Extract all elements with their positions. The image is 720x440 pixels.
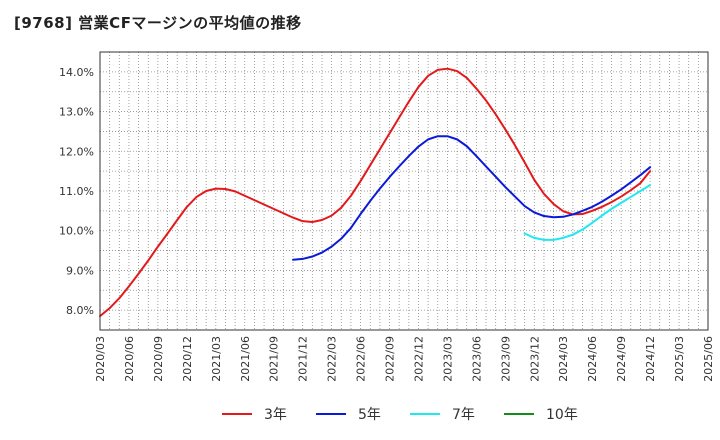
x-tick-label: 2020/03 [94,336,107,382]
x-tick-label: 2022/03 [326,336,339,382]
y-tick-label: 11.0% [59,185,94,198]
y-tick-label: 14.0% [59,66,94,79]
y-tick-label: 12.0% [59,145,94,158]
x-tick-label: 2021/03 [210,336,223,382]
y-tick-label: 9.0% [66,264,94,277]
x-tick-label: 2025/03 [673,336,686,382]
series-line-2 [292,135,652,261]
x-tick-label: 2020/09 [152,336,165,382]
x-tick-label: 2024/06 [586,336,599,382]
legend-label: 5年 [358,407,381,423]
x-tick-label: 2024/09 [615,336,628,382]
chart-title: [9768] 営業CFマージンの平均値の推移 [14,14,302,32]
x-tick-label: 2020/12 [181,336,194,382]
x-tick-label: 2021/09 [268,336,281,382]
x-tick-label: 2022/06 [355,336,368,382]
x-tick-label: 2023/12 [528,336,541,382]
legend-label: 3年 [264,407,287,423]
y-axis-ticks: 8.0% 9.0% 10.0% 11.0% 12.0% 13.0% 14.0% [59,66,94,317]
x-tick-label: 2025/06 [702,336,715,382]
legend-label: 7年 [452,407,475,423]
x-tick-label: 2024/03 [557,336,570,382]
plot-border [99,51,709,331]
x-tick-label: 2023/06 [470,336,483,382]
plot-frame [99,51,709,331]
x-tick-label: 2023/09 [499,336,512,382]
series-layer [99,67,652,318]
x-tick-label: 2020/06 [123,336,136,382]
x-tick-label: 2022/09 [384,336,397,382]
x-tick-label: 2023/03 [441,336,454,382]
legend-label: 10年 [546,407,578,423]
y-tick-label: 10.0% [59,225,94,238]
y-tick-label: 13.0% [59,106,94,119]
y-tick-label: 8.0% [66,304,94,317]
series-line-3 [523,184,652,241]
x-tick-label: 2022/12 [412,336,425,382]
x-axis-ticks: 2020/03 2020/06 2020/09 2020/12 2021/03 2021/… [94,336,715,382]
legend: 3年 5年 7年 10年 [222,407,578,423]
x-tick-label: 2021/12 [297,336,310,382]
series-line-1 [99,67,652,318]
x-tick-label: 2024/12 [644,336,657,382]
x-tick-label: 2021/06 [239,336,252,382]
